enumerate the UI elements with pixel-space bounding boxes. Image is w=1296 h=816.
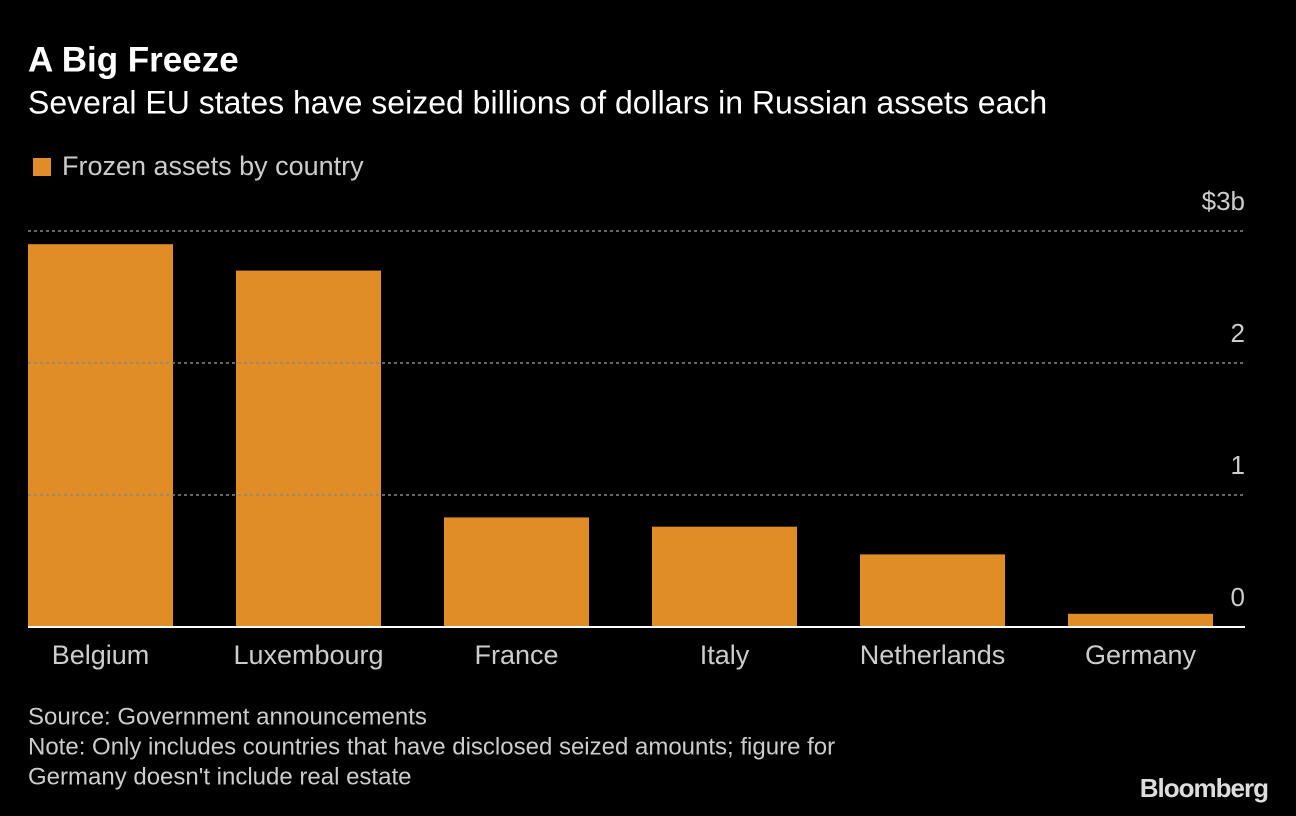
x-tick-label: Netherlands [860, 640, 1006, 670]
y-tick-label: 0 [1231, 582, 1245, 612]
bar [28, 244, 173, 627]
x-tick-label: Italy [700, 640, 750, 670]
bar [1068, 613, 1213, 627]
legend-label: Frozen assets by country [62, 151, 364, 181]
note: Note: Only includes countries that have … [28, 733, 835, 760]
chart-title: A Big Freeze [28, 40, 239, 79]
x-tick-label: Belgium [52, 640, 150, 670]
bar [860, 554, 1005, 627]
bar [652, 526, 797, 627]
y-tick-label: 2 [1231, 318, 1245, 348]
x-tick-label: Luxembourg [233, 640, 383, 670]
x-tick-label: Germany [1085, 640, 1197, 670]
bar [444, 517, 589, 627]
source: Source: Government announcements [28, 703, 427, 730]
y-tick-label: $3b [1202, 186, 1245, 216]
legend-swatch [33, 158, 51, 176]
logo: Bloomberg [1140, 773, 1268, 803]
chart-subtitle: Several EU states have seized billions o… [28, 84, 1047, 120]
y-tick-label: 1 [1231, 450, 1245, 480]
bar [236, 270, 381, 627]
x-tick-label: France [474, 640, 558, 670]
note: Germany doesn't include real estate [28, 763, 411, 790]
